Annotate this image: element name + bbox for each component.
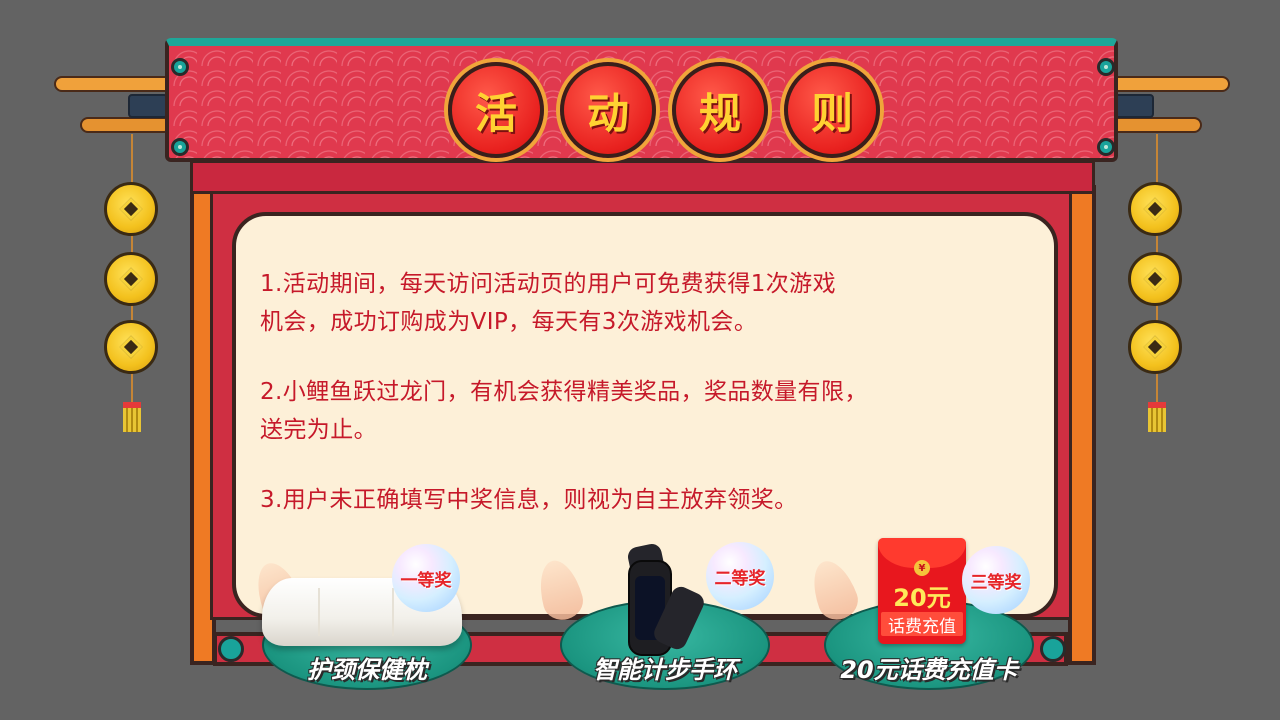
rivet-icon bbox=[171, 138, 189, 156]
pillow-rib bbox=[392, 588, 394, 636]
coin-icon bbox=[104, 320, 158, 374]
envelope-seal: ¥ bbox=[914, 560, 930, 576]
tassel-icon bbox=[1148, 402, 1166, 432]
coin-icon bbox=[1128, 252, 1182, 306]
pillow-rib bbox=[318, 588, 320, 636]
tassel-icon bbox=[123, 402, 141, 432]
left-bottom-pole bbox=[80, 117, 172, 133]
rule-2-line-1: 2.小鲤鱼跃过龙门，有机会获得精美奖品，奖品数量有限， bbox=[260, 379, 868, 405]
right-top-pole bbox=[1108, 76, 1230, 92]
title-char-3: 规 bbox=[672, 62, 768, 158]
rule-2-line-2: 送完为止。 bbox=[260, 417, 377, 443]
title-char-2: 动 bbox=[560, 62, 656, 158]
coin-icon bbox=[104, 182, 158, 236]
rivet-icon bbox=[1097, 138, 1115, 156]
rule-1-line-2: 机会，成功订购成为VIP，每天有3次游戏机会。 bbox=[260, 309, 758, 335]
title-char-4: 则 bbox=[784, 62, 880, 158]
banner-base bbox=[190, 160, 1095, 194]
prize-name-2: 智能计步手环 bbox=[593, 656, 737, 684]
right-pole-holder bbox=[1114, 94, 1154, 118]
coin-icon bbox=[1128, 320, 1182, 374]
prize-rank-badge-2: 二等奖 bbox=[706, 542, 774, 610]
coin-icon bbox=[104, 252, 158, 306]
title-char-1: 活 bbox=[448, 62, 544, 158]
rivet-icon bbox=[218, 636, 244, 662]
frame-right-post bbox=[1068, 185, 1096, 665]
rule-1-line-1: 1.活动期间，每天访问活动页的用户可免费获得1次游戏 bbox=[260, 271, 836, 297]
rivet-icon bbox=[1040, 636, 1066, 662]
rule-3-line-1: 3.用户未正确填写中奖信息，则视为自主放弃领奖。 bbox=[260, 487, 798, 513]
card-amount: 20元 bbox=[893, 584, 951, 612]
prize-rank-badge-1: 一等奖 bbox=[392, 544, 460, 612]
prize-name-1: 护颈保健枕 bbox=[307, 656, 427, 684]
prize-rank-badge-3: 三等奖 bbox=[962, 546, 1030, 614]
left-pole-holder bbox=[128, 94, 168, 118]
coin-icon bbox=[1128, 182, 1182, 236]
rivet-icon bbox=[1097, 58, 1115, 76]
left-top-pole bbox=[54, 76, 174, 92]
rivet-icon bbox=[171, 58, 189, 76]
prize-name-3: 20元话费充值卡 bbox=[840, 656, 1018, 684]
card-label: 话费充值 bbox=[881, 612, 963, 637]
right-bottom-pole bbox=[1110, 117, 1202, 133]
